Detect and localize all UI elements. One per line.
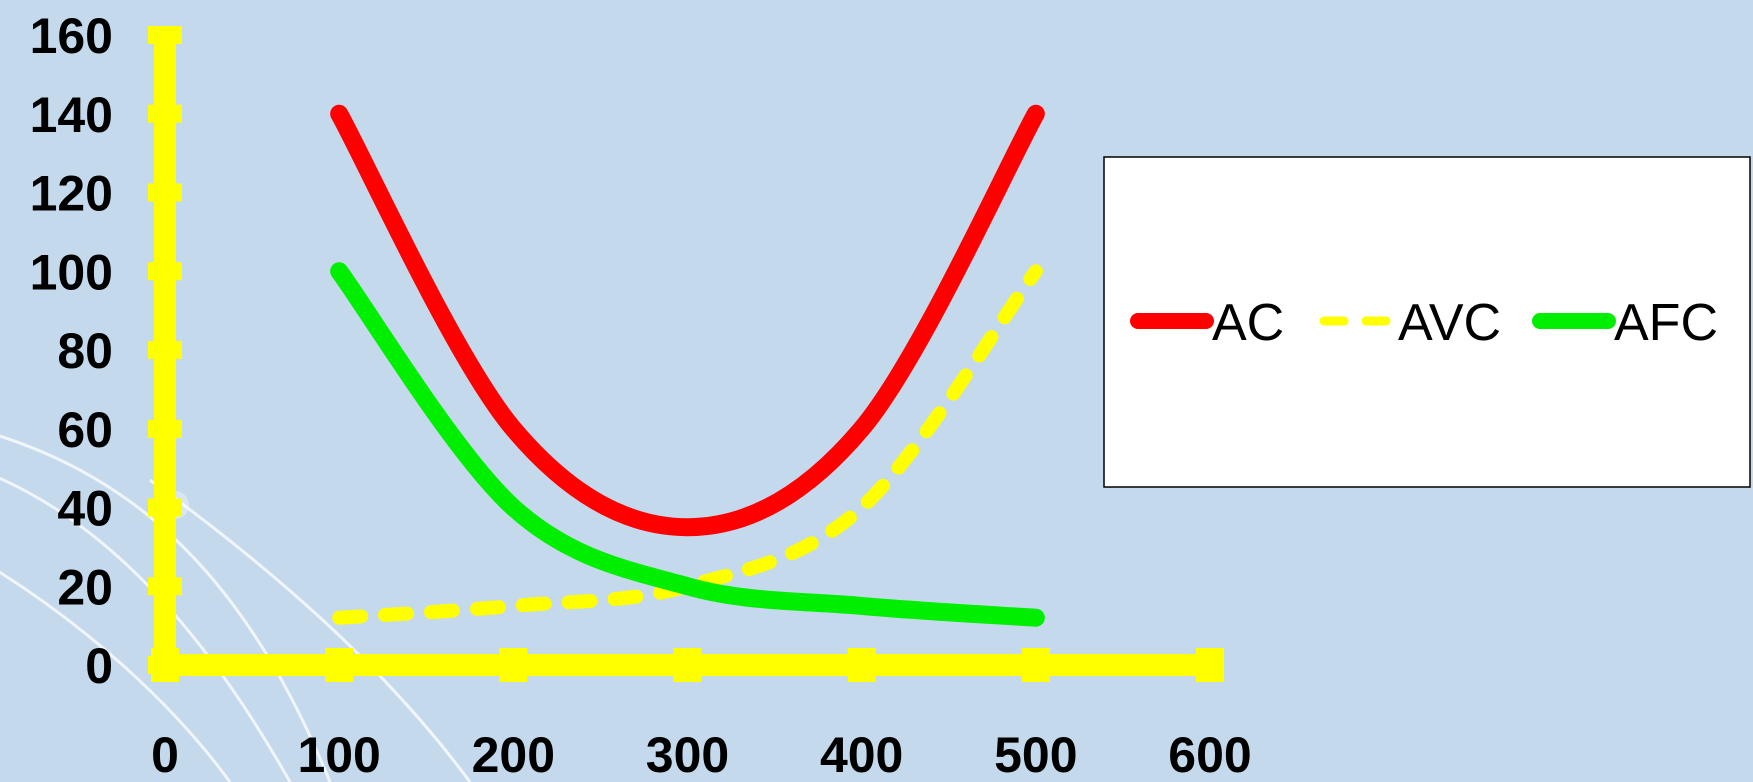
series-layer xyxy=(330,104,1045,627)
y-tick-mark xyxy=(148,262,182,281)
series-line-afc xyxy=(330,262,1045,627)
y-tick-label: 0 xyxy=(85,638,113,694)
y-tick-label: 20 xyxy=(57,559,113,615)
y-tick-label: 60 xyxy=(57,402,113,458)
legend: AC AVC AFC xyxy=(1103,156,1751,488)
y-tick-label: 40 xyxy=(57,481,113,537)
y-tick-mark xyxy=(148,341,182,359)
tick-labels: 0 100 200 300 400 500 600 0 20 40 60 80 100 120 140 160 xyxy=(30,8,1252,782)
y-tick-label: 100 xyxy=(30,244,113,300)
x-tick-mark xyxy=(673,648,702,682)
x-tick-label: 500 xyxy=(994,727,1077,782)
axes xyxy=(148,26,1224,682)
y-tick-mark xyxy=(148,419,182,438)
x-tick-label: 100 xyxy=(297,727,380,782)
y-tick-label: 120 xyxy=(30,166,113,222)
y-tick-mark xyxy=(148,26,182,44)
x-tick-label: 300 xyxy=(646,727,729,782)
y-tick-label: 160 xyxy=(30,8,113,64)
x-tick-label: 600 xyxy=(1168,727,1251,782)
x-tick-mark xyxy=(325,648,354,682)
x-tick-mark xyxy=(1196,648,1224,682)
legend-label-ac: AC xyxy=(1212,294,1284,352)
x-tick-mark xyxy=(1021,648,1050,682)
y-tick-label: 140 xyxy=(30,87,113,143)
y-tick-mark xyxy=(148,656,182,674)
legend-label-afc: AFC xyxy=(1614,294,1718,352)
x-tick-label: 200 xyxy=(472,727,555,782)
legend-label-avc: AVC xyxy=(1398,294,1501,352)
y-tick-mark xyxy=(148,183,182,202)
y-tick-mark xyxy=(148,577,182,596)
y-tick-mark xyxy=(148,498,182,517)
y-tick-label: 80 xyxy=(57,323,113,379)
x-tick-mark xyxy=(499,648,528,682)
x-tick-label: 0 xyxy=(151,727,179,782)
y-tick-mark xyxy=(148,104,182,123)
x-tick-label: 400 xyxy=(820,727,903,782)
series-line-ac xyxy=(330,104,1045,537)
x-tick-mark xyxy=(847,648,876,682)
